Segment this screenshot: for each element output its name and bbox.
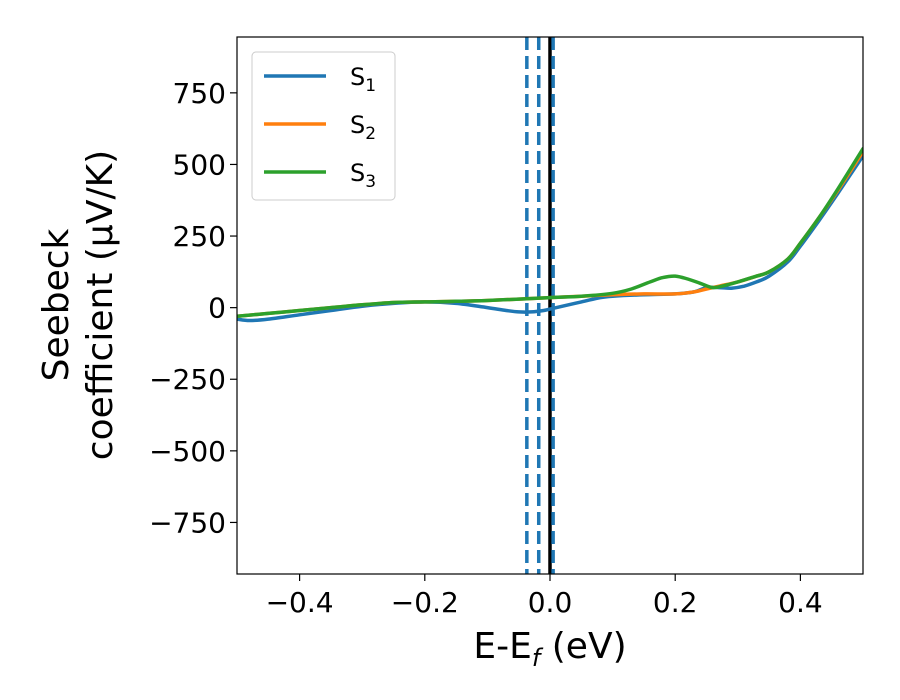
y-axis-label-line1: Seebeck [36, 228, 77, 381]
legend: S1 S2 S3 [251, 51, 396, 201]
vertical-lines [525, 37, 555, 574]
y-tick-label: 250 [173, 220, 226, 253]
x-tick-label: −0.2 [391, 586, 459, 619]
series-lines [237, 146, 863, 323]
y-tick-label: −250 [149, 363, 226, 396]
x-tick-label: −0.4 [266, 586, 334, 619]
y-axis-label-line2: coefficient (μV/K) [80, 150, 121, 460]
x-axis-label: E-Ef (eV) [473, 626, 626, 672]
y-tick-label: −750 [149, 506, 226, 539]
legend-label-s3: S3 [350, 159, 376, 192]
y-tick-label: 0 [208, 292, 226, 325]
y-axis-ticks: −750 −500 −250 0 250 500 750 [149, 77, 237, 539]
y-tick-label: −500 [149, 435, 226, 468]
legend-box [251, 51, 396, 201]
legend-label-s1: S1 [350, 63, 376, 96]
y-tick-label: 500 [173, 148, 226, 181]
x-tick-label: 0.0 [528, 586, 573, 619]
y-tick-label: 750 [173, 77, 226, 110]
x-axis-label-unit: (eV) [540, 626, 626, 667]
series-line-s3 [237, 146, 863, 318]
x-axis-ticks: −0.4 −0.2 0.0 0.2 0.4 [266, 574, 823, 619]
x-tick-label: 0.4 [778, 586, 823, 619]
y-axis-label: Seebeck coefficient (μV/K) [36, 150, 121, 460]
legend-label-s2: S2 [350, 111, 376, 144]
x-tick-label: 0.2 [653, 586, 698, 619]
